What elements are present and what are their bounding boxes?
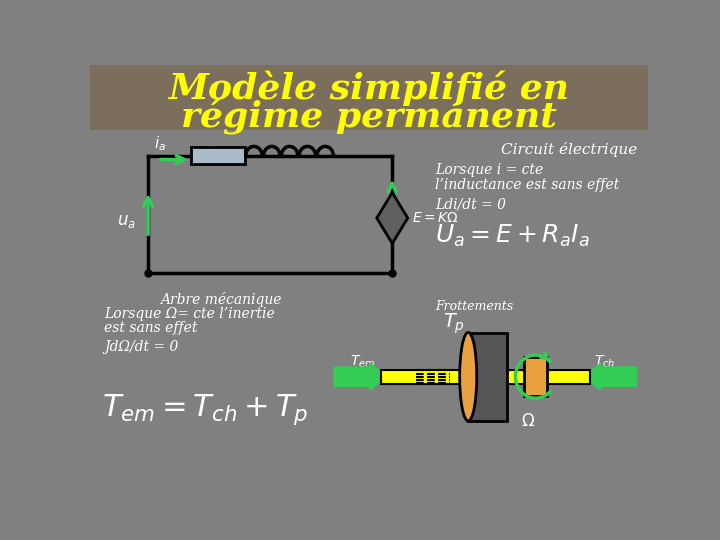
Text: JdΩ/dt = 0: JdΩ/dt = 0 <box>104 340 179 354</box>
Text: $T_{ch}$: $T_{ch}$ <box>594 354 615 370</box>
FancyArrow shape <box>584 363 636 390</box>
Polygon shape <box>377 193 408 244</box>
Text: $U_a = E + R_aI_a$: $U_a = E + R_aI_a$ <box>435 222 590 249</box>
Text: l’inductance est sans effet: l’inductance est sans effet <box>435 178 619 192</box>
Bar <box>191 147 245 164</box>
Text: Circuit électrique: Circuit électrique <box>500 142 637 157</box>
Text: Ldi/dt = 0: Ldi/dt = 0 <box>435 197 506 211</box>
Text: est sans effet: est sans effet <box>104 321 197 335</box>
Bar <box>524 357 547 396</box>
Text: $i_a$: $i_a$ <box>154 134 166 153</box>
Text: $R_a$: $R_a$ <box>204 144 224 164</box>
Text: Modèle simplifié en: Modèle simplifié en <box>168 71 570 106</box>
Text: Lorsque Ω= cte l’inertie: Lorsque Ω= cte l’inertie <box>104 307 275 321</box>
Text: $T_p$: $T_p$ <box>443 311 464 336</box>
Bar <box>468 333 507 421</box>
Text: $T_{em} = T_{ch} + T_p$: $T_{em} = T_{ch} + T_p$ <box>102 392 308 427</box>
Text: $T_{em}$: $T_{em}$ <box>350 354 375 370</box>
Text: Arbre mécanique: Arbre mécanique <box>160 292 282 307</box>
Text: $u_a$: $u_a$ <box>117 213 136 231</box>
Text: Frottements: Frottements <box>435 300 513 313</box>
FancyArrow shape <box>334 363 387 390</box>
Text: régime permanent: régime permanent <box>181 99 557 136</box>
Text: $E= K\Omega$: $E= K\Omega$ <box>412 211 459 225</box>
Text: $\Omega$: $\Omega$ <box>521 413 535 430</box>
Bar <box>381 370 590 383</box>
Text: Lorsque i = cte: Lorsque i = cte <box>435 164 543 177</box>
Bar <box>90 65 648 130</box>
Ellipse shape <box>459 333 477 421</box>
